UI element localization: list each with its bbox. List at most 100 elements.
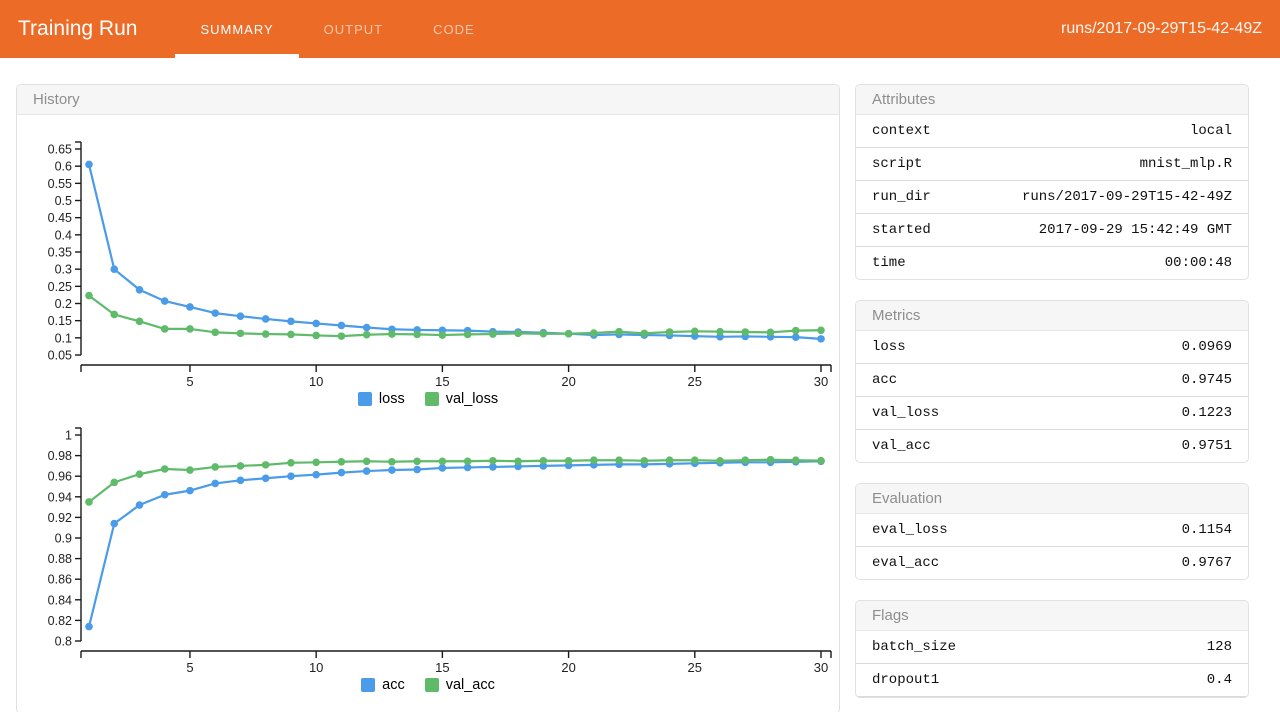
page-title: Training Run — [18, 17, 138, 40]
attribute-panel: Attributes context local script mnist_ml… — [855, 84, 1249, 280]
svg-text:15: 15 — [435, 660, 449, 673]
attribute-key: val_acc — [872, 438, 931, 454]
svg-text:0.3: 0.3 — [55, 263, 72, 277]
svg-text:0.82: 0.82 — [48, 614, 72, 628]
attribute-value: mnist_mlp.R — [1139, 156, 1232, 172]
attribute-row: script mnist_mlp.R — [856, 147, 1248, 180]
legend-item-loss: loss — [357, 391, 405, 407]
svg-text:30: 30 — [814, 374, 828, 387]
attribute-value: local — [1189, 123, 1232, 139]
legend-label-val_acc: val_acc — [445, 677, 495, 693]
svg-text:0.1: 0.1 — [55, 331, 72, 345]
legend-swatch-val_loss — [424, 392, 439, 406]
attribute-key: run_dir — [872, 189, 931, 205]
attribute-value: 0.4 — [1206, 672, 1232, 688]
attribute-panel-title: Evaluation — [856, 484, 1248, 514]
attribute-panel-rows: context local script mnist_mlp.R run_dir… — [856, 115, 1248, 279]
attribute-key: dropout1 — [872, 672, 940, 688]
attribute-row: acc 0.9745 — [856, 363, 1248, 396]
attribute-value: 0.9767 — [1181, 555, 1232, 571]
tab-code[interactable]: CODE — [433, 21, 475, 37]
svg-text:0.25: 0.25 — [48, 280, 72, 294]
svg-text:10: 10 — [309, 660, 323, 673]
attribute-key: loss — [872, 339, 906, 355]
history-column: History 0.65 0.6 0.55 0.5 0.45 0.4 0.35 0.3 0.25… — [16, 84, 840, 712]
run-directory-label: runs/2017-09-29T15-42-49Z — [1060, 20, 1262, 37]
svg-text:0.8: 0.8 — [55, 635, 72, 649]
attribute-row: eval_loss 0.1154 — [856, 514, 1248, 546]
attribute-panel: Metrics loss 0.0969 acc 0.9745 val_loss … — [855, 300, 1249, 463]
svg-text:0.94: 0.94 — [48, 490, 72, 504]
history-panel-body: 0.65 0.6 0.55 0.5 0.45 0.4 0.35 0.3 0.25 0.2 0.15 0… — [17, 115, 839, 712]
attribute-panel-rows: batch_size 128 dropout1 0.4 — [856, 631, 1248, 697]
attribute-value: 0.9745 — [1181, 372, 1232, 388]
attribute-row: eval_acc 0.9767 — [856, 546, 1248, 579]
legend-label-loss: loss — [378, 391, 405, 407]
attribute-row: batch_size 128 — [856, 631, 1248, 663]
attribute-key: eval_loss — [872, 522, 948, 538]
svg-text:5: 5 — [186, 374, 193, 387]
svg-text:0.96: 0.96 — [48, 470, 72, 484]
attribute-panel-rows: loss 0.0969 acc 0.9745 val_loss 0.1223 v… — [856, 331, 1248, 462]
loss-chart-block: 0.65 0.6 0.55 0.5 0.45 0.4 0.35 0.3 0.25 0.2 0.15 0… — [17, 135, 839, 407]
legend-swatch-val_acc — [424, 678, 439, 692]
loss-chart-legend: loss val_loss — [17, 391, 839, 407]
legend-label-acc: acc — [382, 677, 405, 693]
svg-text:25: 25 — [688, 660, 702, 673]
history-panel: History 0.65 0.6 0.55 0.5 0.45 0.4 0.35 0.3 0.25… — [16, 84, 840, 712]
attribute-value: 00:00:48 — [1164, 255, 1232, 271]
svg-text:5: 5 — [186, 660, 193, 673]
legend-label-val_loss: val_loss — [445, 391, 499, 407]
attribute-panel-title: Flags — [856, 601, 1248, 631]
svg-text:1: 1 — [65, 429, 72, 443]
attribute-row: val_loss 0.1223 — [856, 396, 1248, 429]
tab-bar: SUMMARY OUTPUT CODE — [175, 0, 499, 58]
attribute-panel: Evaluation eval_loss 0.1154 eval_acc 0.9… — [855, 483, 1249, 580]
attribute-value: 0.1223 — [1181, 405, 1232, 421]
attribute-panel-rows: eval_loss 0.1154 eval_acc 0.9767 — [856, 514, 1248, 579]
attribute-key: batch_size — [872, 639, 957, 655]
accuracy-chart-legend: acc val_acc — [17, 677, 839, 693]
attribute-panel-title: Attributes — [856, 85, 1248, 115]
attribute-row: context local — [856, 115, 1248, 147]
legend-item-acc: acc — [361, 677, 405, 693]
accuracy-chart-block: 1 0.98 0.96 0.94 0.92 0.9 0.88 0.86 0.84 0.82 0.8 5… — [17, 421, 839, 693]
svg-text:0.05: 0.05 — [48, 349, 72, 363]
accuracy-chart: 1 0.98 0.96 0.94 0.92 0.9 0.88 0.86 0.84 0.82 0.8 5… — [48, 427, 832, 673]
app-header: Training Run SUMMARY OUTPUT CODE runs/20… — [0, 0, 1280, 58]
svg-text:10: 10 — [309, 374, 323, 387]
svg-text:0.4: 0.4 — [55, 228, 72, 242]
svg-text:30: 30 — [814, 660, 828, 673]
attribute-key: time — [872, 255, 906, 271]
loss-chart: 0.650.60.550.50.450.40.350.30.250.20.150… — [48, 141, 832, 387]
attribute-value: 0.9751 — [1181, 438, 1232, 454]
svg-text:0.9: 0.9 — [55, 532, 72, 546]
attribute-row: loss 0.0969 — [856, 331, 1248, 363]
svg-text:0.35: 0.35 — [48, 246, 72, 260]
svg-text:0.15: 0.15 — [48, 314, 72, 328]
attribute-value: 128 — [1206, 639, 1232, 655]
tab-output[interactable]: OUTPUT — [323, 21, 384, 37]
svg-text:0.5: 0.5 — [55, 194, 72, 208]
attribute-key: eval_acc — [872, 555, 940, 571]
attribute-key: val_loss — [872, 405, 940, 421]
svg-text:0.86: 0.86 — [48, 573, 72, 587]
svg-text:20: 20 — [561, 660, 575, 673]
legend-item-val_acc: val_acc — [424, 677, 495, 693]
attribute-row: dropout1 0.4 — [856, 663, 1248, 697]
attribute-value: 2017-09-29 15:42:49 GMT — [1038, 222, 1232, 238]
tab-summary[interactable]: SUMMARY — [175, 0, 299, 58]
attribute-key: context — [872, 123, 931, 139]
svg-text:15: 15 — [435, 374, 449, 387]
main-content: History 0.65 0.6 0.55 0.5 0.45 0.4 0.35 0.3 0.25… — [0, 58, 1280, 712]
attribute-key: started — [872, 222, 931, 238]
svg-text:20: 20 — [561, 374, 575, 387]
svg-text:0.6: 0.6 — [55, 160, 72, 174]
svg-text:0.98: 0.98 — [48, 449, 72, 463]
legend-swatch-acc — [361, 678, 376, 692]
svg-text:0.2: 0.2 — [55, 297, 72, 311]
svg-text:0.92: 0.92 — [48, 511, 72, 525]
svg-text:0.45: 0.45 — [48, 211, 72, 225]
attribute-row: started 2017-09-29 15:42:49 GMT — [856, 213, 1248, 246]
